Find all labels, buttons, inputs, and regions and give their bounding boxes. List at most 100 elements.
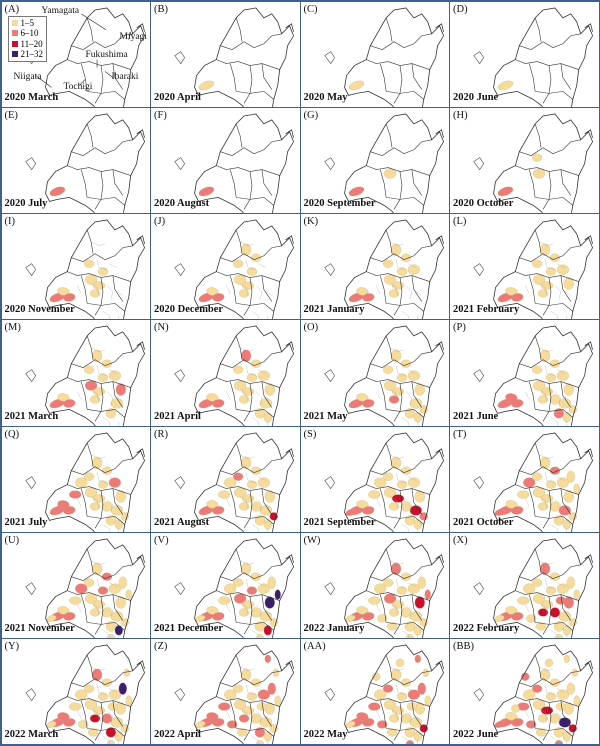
municipality-region bbox=[105, 727, 116, 738]
municipality-region bbox=[539, 668, 551, 682]
prefecture-border bbox=[80, 62, 87, 91]
municipality-region bbox=[348, 80, 364, 90]
municipal-border bbox=[539, 389, 548, 402]
panel-label: (D) bbox=[453, 3, 468, 15]
coastline-detail bbox=[584, 22, 593, 32]
municipal-border bbox=[116, 397, 123, 402]
island-outline bbox=[323, 582, 335, 596]
prefecture-border bbox=[235, 123, 243, 148]
municipality-region bbox=[259, 611, 272, 622]
municipality-region bbox=[62, 399, 75, 408]
municipality-region bbox=[224, 477, 237, 488]
prefecture-border bbox=[235, 442, 243, 467]
municipality-region bbox=[536, 622, 547, 631]
prefecture-border bbox=[236, 409, 274, 418]
coastline-detail bbox=[285, 129, 294, 138]
municipality-region bbox=[218, 490, 231, 499]
prefecture-border bbox=[70, 458, 133, 475]
municipal-border bbox=[96, 366, 107, 377]
coastline-detail bbox=[434, 129, 444, 138]
municipality-region bbox=[409, 398, 422, 409]
municipality-region bbox=[396, 692, 407, 701]
municipality-region bbox=[553, 408, 564, 419]
municipal-border bbox=[544, 578, 555, 589]
panel-title: 2020 July bbox=[4, 198, 48, 210]
region-outline bbox=[44, 538, 145, 639]
municipal-border bbox=[257, 688, 266, 693]
municipality-region bbox=[533, 274, 546, 285]
municipality-region bbox=[68, 702, 81, 711]
municipality-region bbox=[382, 578, 393, 587]
municipal-border bbox=[544, 259, 555, 270]
municipal-border bbox=[106, 498, 113, 513]
prefecture-border bbox=[560, 381, 572, 408]
municipality-region bbox=[537, 502, 549, 511]
municipal-border bbox=[407, 263, 416, 268]
municipal-border bbox=[265, 291, 272, 296]
prefecture-border bbox=[542, 171, 552, 210]
municipality-region bbox=[388, 714, 399, 723]
region-map bbox=[473, 113, 594, 214]
region-map bbox=[24, 113, 145, 214]
island-outline bbox=[323, 50, 335, 64]
municipality-region bbox=[554, 634, 563, 639]
municipality-region bbox=[556, 689, 569, 700]
municipality-region bbox=[241, 387, 255, 396]
municipality-region bbox=[237, 728, 248, 737]
municipal-border bbox=[257, 476, 266, 481]
municipality-region bbox=[234, 274, 247, 285]
municipality-region bbox=[218, 596, 231, 605]
prefecture-border bbox=[236, 621, 274, 631]
prefecture-border bbox=[393, 383, 402, 422]
municipality-region bbox=[383, 380, 396, 391]
municipal-border bbox=[389, 708, 398, 721]
prefecture-border bbox=[235, 229, 243, 254]
prefecture-border bbox=[229, 169, 237, 198]
municipal-border bbox=[395, 259, 406, 270]
municipality-region bbox=[517, 596, 530, 605]
municipality-region bbox=[532, 365, 543, 375]
prefecture-border bbox=[385, 621, 424, 631]
prefecture-border bbox=[379, 700, 386, 729]
coastline-detail bbox=[584, 447, 593, 457]
municipality-region bbox=[56, 606, 69, 615]
map-panel: (L) 2021 February bbox=[449, 213, 600, 321]
municipality-region bbox=[264, 596, 275, 609]
municipality-region bbox=[238, 502, 250, 511]
municipality-region bbox=[537, 714, 549, 723]
municipal-border bbox=[90, 389, 99, 402]
municipality-region bbox=[254, 621, 265, 632]
prefecture-border bbox=[385, 336, 392, 361]
prefecture-border bbox=[369, 564, 432, 581]
prefecture-border bbox=[243, 277, 253, 316]
municipality-region bbox=[396, 586, 407, 595]
prefecture-border bbox=[220, 670, 282, 688]
prefecture-border bbox=[80, 381, 87, 410]
municipal-border bbox=[102, 311, 110, 320]
panel-label: (H) bbox=[453, 109, 468, 121]
municipality-region bbox=[555, 702, 566, 711]
prefecture-border bbox=[80, 275, 87, 304]
municipal-border bbox=[251, 417, 260, 426]
prefecture-border bbox=[236, 196, 274, 206]
municipality-region bbox=[240, 668, 252, 682]
region-outline bbox=[44, 325, 145, 426]
panel-label: (AA) bbox=[303, 641, 326, 653]
prefecture-border bbox=[379, 594, 386, 623]
municipality-region bbox=[388, 395, 399, 404]
municipality-region bbox=[206, 287, 219, 296]
municipality-region bbox=[526, 720, 537, 729]
municipal-border bbox=[90, 241, 105, 247]
municipality-region bbox=[376, 720, 387, 729]
municipality-region bbox=[407, 477, 420, 488]
region-map bbox=[174, 538, 295, 639]
map-panel: (Y) 2022 March bbox=[0, 638, 151, 746]
municipality-region bbox=[409, 611, 422, 622]
municipality-region bbox=[558, 611, 571, 622]
municipal-border bbox=[251, 736, 260, 745]
municipal-border bbox=[106, 604, 113, 619]
municipality-region bbox=[505, 606, 518, 615]
municipal-border bbox=[415, 716, 422, 721]
map-panel: (X) 2022 February bbox=[449, 531, 600, 640]
municipal-border bbox=[240, 708, 249, 721]
